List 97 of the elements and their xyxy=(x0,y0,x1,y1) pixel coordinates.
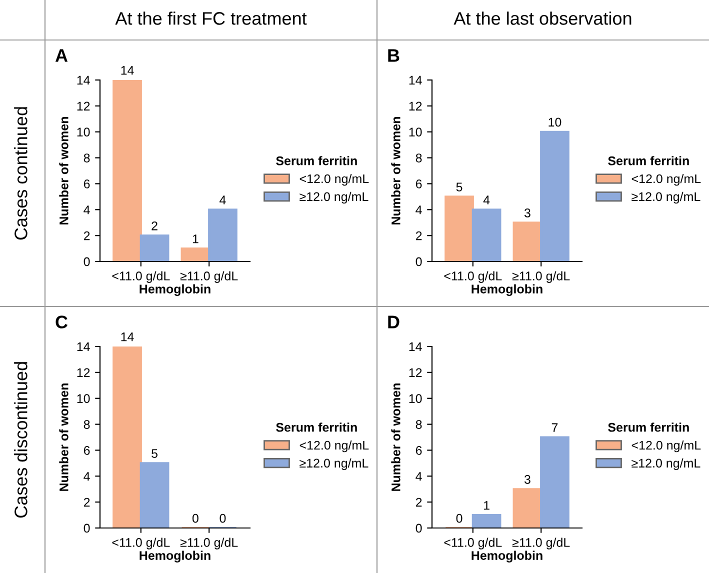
data-label: 2 xyxy=(152,221,158,230)
y-tick-label: 6 xyxy=(416,180,422,188)
legend-title: Serum ferritin xyxy=(276,422,357,432)
legend-label: ≥12.0 ng/mL xyxy=(632,458,700,470)
data-label: 14 xyxy=(121,332,134,342)
y-tick-label: 8 xyxy=(84,154,90,162)
x-tick-label: <11.0 g/dL xyxy=(112,271,170,283)
chart-title: B xyxy=(388,49,400,62)
bar xyxy=(540,130,570,262)
text: Cases discontinued xyxy=(14,362,28,518)
data-label: 0 xyxy=(220,514,226,523)
y-axis-title: Number of women xyxy=(59,384,68,491)
bar xyxy=(180,247,210,262)
y-tick-label: 2 xyxy=(416,231,422,240)
legend-label: ≥12.0 ng/mL xyxy=(632,192,700,204)
legend-label: <12.0 ng/mL xyxy=(632,174,701,186)
bar xyxy=(112,346,142,528)
y-tick-label: 6 xyxy=(84,446,90,455)
y-tick-label: 8 xyxy=(416,154,422,162)
chart-title: A xyxy=(55,49,68,62)
data-label: 4 xyxy=(483,196,490,204)
y-tick-label: 8 xyxy=(416,420,422,429)
x-tick-label: ≥11.0 g/dL xyxy=(180,271,238,283)
data-label: 1 xyxy=(192,234,198,244)
data-label: 14 xyxy=(121,66,134,75)
y-tick-label: 4 xyxy=(84,206,90,214)
legend-label: <12.0 ng/mL xyxy=(632,440,701,452)
y-tick-label: 12 xyxy=(409,368,422,377)
bar xyxy=(112,80,142,262)
data-label: 0 xyxy=(192,514,198,523)
y-tick-label: 8 xyxy=(84,420,90,429)
y-tick-label: 4 xyxy=(416,472,422,481)
chart-title: D xyxy=(388,316,400,328)
y-axis-title: Number of women xyxy=(391,384,400,491)
bar xyxy=(472,514,502,528)
legend-title: Serum ferritin xyxy=(608,156,689,166)
y-tick-label: 0 xyxy=(84,257,90,266)
bar xyxy=(208,208,238,262)
x-axis-title: Hemoglobin xyxy=(140,550,210,562)
legend-label: ≥12.0 ng/mL xyxy=(300,192,368,204)
y-tick-label: 2 xyxy=(416,498,422,507)
data-label: 10 xyxy=(548,118,562,127)
text: Cases continued xyxy=(14,107,28,240)
y-tick-label: 0 xyxy=(416,257,422,266)
y-tick-label: 4 xyxy=(84,472,90,481)
y-tick-label: 14 xyxy=(409,342,422,352)
data-label: 7 xyxy=(552,423,558,432)
x-axis-title: Hemoglobin xyxy=(472,284,542,296)
x-tick-label: <11.0 g/dL xyxy=(112,538,170,550)
y-axis-title: Number of women xyxy=(391,117,400,224)
x-tick-label: ≥11.0 g/dL xyxy=(512,538,570,550)
y-tick-label: 12 xyxy=(77,368,90,377)
bar xyxy=(444,196,474,262)
chart-subtitle: At the first FC treatment xyxy=(115,12,307,25)
data-label: 3 xyxy=(524,475,530,484)
y-tick-label: 2 xyxy=(84,498,90,507)
x-tick-label: <11.0 g/dL xyxy=(444,538,502,550)
legend-title: Serum ferritin xyxy=(608,422,689,432)
bar xyxy=(472,208,502,262)
y-tick-label: 0 xyxy=(416,524,422,533)
y-tick-label: 0 xyxy=(84,524,90,533)
bar xyxy=(540,436,570,528)
x-tick-label: <11.0 g/dL xyxy=(444,271,502,283)
data-label: 5 xyxy=(152,449,158,458)
x-tick-label: ≥11.0 g/dL xyxy=(512,271,570,283)
y-tick-label: 10 xyxy=(409,128,422,137)
x-axis-title: Hemoglobin xyxy=(140,284,210,296)
chart-subtitle: At the last observation xyxy=(454,12,632,25)
y-tick-label: 10 xyxy=(77,128,90,137)
chart-title: C xyxy=(56,316,68,328)
y-tick-label: 6 xyxy=(416,446,422,455)
y-tick-label: 12 xyxy=(77,102,90,110)
bar xyxy=(140,462,170,528)
data-label: 5 xyxy=(456,182,462,192)
y-tick-label: 4 xyxy=(416,206,422,214)
y-tick-label: 2 xyxy=(84,231,90,240)
x-tick-label: ≥11.0 g/dL xyxy=(180,538,238,550)
y-tick-label: 14 xyxy=(77,76,90,85)
x-axis-title: Hemoglobin xyxy=(472,550,542,562)
y-tick-label: 14 xyxy=(409,76,422,85)
y-axis-title: Number of women xyxy=(59,117,68,224)
legend-label: <12.0 ng/mL xyxy=(300,174,369,186)
y-tick-label: 6 xyxy=(84,180,90,188)
y-tick-label: 12 xyxy=(409,102,422,110)
legend-label: ≥12.0 ng/mL xyxy=(300,458,368,470)
y-tick-label: 10 xyxy=(409,394,422,404)
data-label: 1 xyxy=(484,501,490,510)
y-tick-label: 14 xyxy=(77,342,90,352)
data-label: 3 xyxy=(524,208,530,218)
bar xyxy=(140,234,170,262)
data-label: 0 xyxy=(456,514,462,523)
y-tick-label: 10 xyxy=(77,394,90,404)
legend-label: <12.0 ng/mL xyxy=(300,440,369,452)
bar xyxy=(512,222,542,262)
bar xyxy=(512,488,542,528)
legend-title: Serum ferritin xyxy=(276,156,357,166)
data-label: 4 xyxy=(220,196,226,204)
